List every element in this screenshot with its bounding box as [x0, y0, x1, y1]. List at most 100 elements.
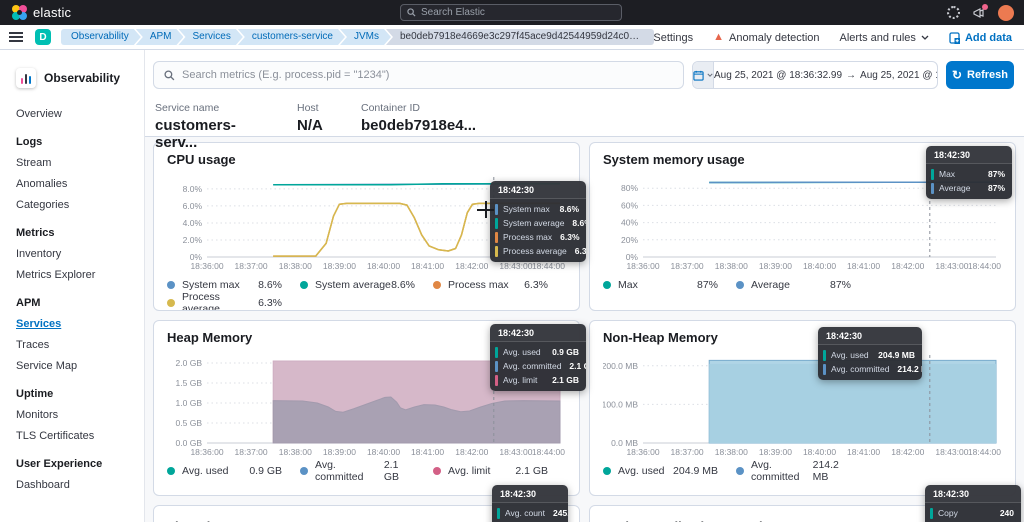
legend-item[interactable]: Process average 6.3%	[167, 291, 300, 310]
svg-text:18:43:00: 18:43:00	[935, 261, 968, 271]
legend-dot	[603, 467, 611, 475]
svg-text:18:44:00: 18:44:00	[968, 447, 1001, 457]
metrics-search-input[interactable]: Search metrics (E.g. process.pid = "1234…	[153, 61, 684, 89]
sidebar-item-anomalies[interactable]: Anomalies	[16, 178, 68, 190]
space-badge[interactable]: D	[35, 29, 51, 45]
chart-title: Garbage collection per minute	[603, 519, 1002, 522]
legend-item[interactable]: Avg. used 204.9 MB	[603, 462, 736, 480]
svg-text:18:42:00: 18:42:00	[891, 261, 924, 271]
svg-text:18:38:00: 18:38:00	[279, 261, 312, 271]
metrics-search-placeholder: Search metrics (E.g. process.pid = "1234…	[182, 69, 390, 81]
svg-text:18:37:00: 18:37:00	[671, 261, 704, 271]
refresh-button[interactable]: ↻ Refresh	[946, 61, 1014, 89]
legend-item[interactable]: System max 8.6%	[167, 276, 300, 294]
alerts-and-rules-menu[interactable]: Alerts and rules	[840, 32, 929, 44]
legend-dot	[736, 467, 744, 475]
svg-text:18:44:00: 18:44:00	[532, 261, 565, 271]
legend-dot	[167, 467, 175, 475]
newsfeed-icon[interactable]	[972, 3, 988, 20]
legend-item[interactable]: Average 87%	[736, 276, 869, 294]
cpu-usage-tooltip: 18:42:30 System max 8.6% System average 8.…	[490, 181, 586, 262]
legend-item[interactable]: Avg. used 0.9 GB	[167, 462, 300, 480]
breadcrumb-customers-service[interactable]: customers-service	[238, 29, 345, 45]
sidebar-item-services[interactable]: Services	[16, 318, 62, 330]
anomaly-detection-link[interactable]: ▲ Anomaly detection	[713, 31, 820, 44]
legend-item[interactable]: System average 8.6%	[300, 276, 433, 294]
sidebar-section-apm: APM	[16, 297, 41, 309]
svg-text:18:39:00: 18:39:00	[759, 447, 792, 457]
sidebar-item-dashboard[interactable]: Dashboard	[16, 479, 70, 491]
svg-text:2.0 GB: 2.0 GB	[176, 358, 203, 368]
svg-text:18:42:00: 18:42:00	[891, 447, 924, 457]
breadcrumb-jvms[interactable]: JVMs	[340, 29, 391, 45]
sidebar-item-traces[interactable]: Traces	[16, 339, 50, 351]
settings-link[interactable]: Settings	[653, 31, 694, 44]
logo-text: elastic	[33, 5, 72, 20]
sidebar-item-stream[interactable]: Stream	[16, 157, 52, 169]
container-id-value: be0deb7918e4...	[361, 117, 477, 134]
svg-text:20%: 20%	[621, 235, 638, 245]
breadcrumb-jvm-hash[interactable]: be0deb7918e4669e3c297f45ace9d42544959d24…	[385, 29, 654, 45]
breadcrumb: Observability APM Services customers-ser…	[61, 29, 654, 45]
heap-memory-tooltip: 18:42:30 Avg. used 0.9 GB Avg. committed 2…	[490, 324, 586, 391]
user-avatar[interactable]	[998, 4, 1014, 21]
svg-text:40%: 40%	[621, 218, 638, 228]
elastic-logo[interactable]: elastic	[12, 5, 71, 20]
legend-item[interactable]: Max 87%	[603, 276, 736, 294]
date-picker-button[interactable]	[693, 62, 714, 88]
svg-text:1.0 GB: 1.0 GB	[176, 398, 203, 408]
sidebar-title: Observability	[44, 71, 121, 85]
non-heap-memory-chart[interactable]: 0.0 MB 100.0 MB 200.0 MB 18:36:00 18:37:00 18…	[603, 347, 1002, 459]
breadcrumb-observability[interactable]: Observability	[61, 29, 141, 45]
service-name-value: customers-serv...	[155, 117, 236, 151]
sidebar-item-categories[interactable]: Categories	[16, 199, 70, 211]
svg-text:18:43:00: 18:43:00	[499, 447, 532, 457]
sidebar-item-inventory[interactable]: Inventory	[16, 248, 62, 260]
global-search-placeholder: Search Elastic	[421, 7, 485, 18]
svg-text:0.0 GB: 0.0 GB	[176, 438, 203, 448]
metrics-cards-grid: CPU usage 0% 2.0% 4.0% 6.0% 8.0% 18:36:00 18:3…	[145, 137, 1024, 522]
elastic-logo-icon	[12, 5, 27, 20]
non-heap-memory-card: Non-Heap Memory 0.0 MB 100.0 MB 200.0 MB 18…	[589, 320, 1016, 496]
svg-text:0.5 GB: 0.5 GB	[176, 418, 203, 428]
global-search-input[interactable]: Search Elastic	[400, 4, 622, 21]
svg-text:18:37:00: 18:37:00	[235, 261, 268, 271]
date-range-picker[interactable]: Aug 25, 2021 @ 18:36:32.99 → Aug 25, 202…	[692, 61, 938, 89]
add-data-link[interactable]: Add data	[949, 32, 1012, 44]
svg-text:18:38:00: 18:38:00	[715, 261, 748, 271]
legend-dot	[433, 467, 441, 475]
svg-text:8.0%: 8.0%	[183, 184, 203, 194]
svg-text:60%: 60%	[621, 200, 638, 210]
date-range-start[interactable]: Aug 25, 2021 @ 18:36:32.99	[714, 69, 843, 81]
svg-text:18:37:00: 18:37:00	[235, 447, 268, 457]
legend-item[interactable]: Avg. limit 2.1 GB	[433, 462, 566, 480]
cpu-usage-chart[interactable]: 0% 2.0% 4.0% 6.0% 8.0% 18:36:00 18:37:00 18:38:…	[167, 169, 566, 273]
svg-text:80%: 80%	[621, 183, 638, 193]
search-icon	[164, 69, 175, 80]
svg-text:18:39:00: 18:39:00	[759, 261, 792, 271]
sidebar-item-service-map[interactable]: Service Map	[16, 360, 78, 372]
breadcrumb-services[interactable]: Services	[178, 29, 242, 45]
sidebar-item-metrics-explorer[interactable]: Metrics Explorer	[16, 269, 96, 281]
legend-item[interactable]: Avg. committed 2.1 GB	[300, 459, 433, 483]
date-range-end[interactable]: Aug 25, 2021 @ 18:44:15.95	[860, 69, 937, 81]
menu-icon[interactable]	[9, 32, 23, 42]
system-memory-tooltip: 18:42:30 Max 87% Average 87%	[926, 146, 1012, 199]
svg-text:100.0 MB: 100.0 MB	[603, 399, 638, 409]
legend-item[interactable]: Process max 6.3%	[433, 276, 566, 294]
chart-title: Heap Memory	[167, 330, 253, 345]
svg-text:18:42:00: 18:42:00	[455, 447, 488, 457]
legend-dot	[736, 281, 744, 289]
help-icon[interactable]	[947, 6, 960, 19]
sidebar-item-overview[interactable]: Overview	[16, 108, 62, 120]
legend-item[interactable]: Avg. committed 214.2 MB	[736, 459, 869, 483]
sidebar-item-monitors[interactable]: Monitors	[16, 409, 59, 421]
sidebar-item-tls-certificates[interactable]: TLS Certificates	[16, 430, 95, 442]
svg-text:200.0 MB: 200.0 MB	[603, 361, 638, 371]
observability-icon	[16, 68, 36, 88]
heap-memory-chart[interactable]: 0.0 GB 0.5 GB 1.0 GB 1.5 GB 2.0 GB 18:36:00 18…	[167, 347, 566, 459]
breadcrumb-apm[interactable]: APM	[136, 29, 184, 45]
chart-title: System memory usage	[603, 152, 745, 167]
